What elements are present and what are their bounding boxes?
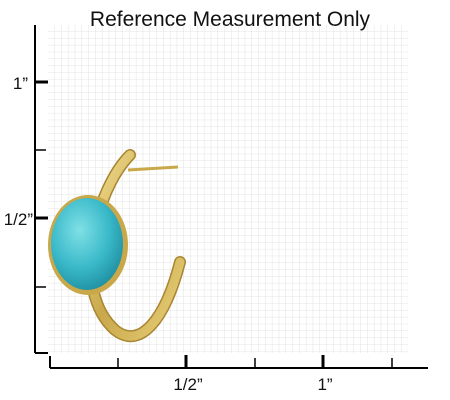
hoop <box>86 150 185 341</box>
x-label: 1/2” <box>173 375 203 394</box>
y-label: 1” <box>13 74 28 93</box>
earring-post <box>127 165 179 172</box>
x-label: 1” <box>317 375 332 394</box>
y-label: 1/2” <box>4 210 34 229</box>
earring <box>48 149 186 342</box>
turquoise-stone <box>51 198 123 290</box>
